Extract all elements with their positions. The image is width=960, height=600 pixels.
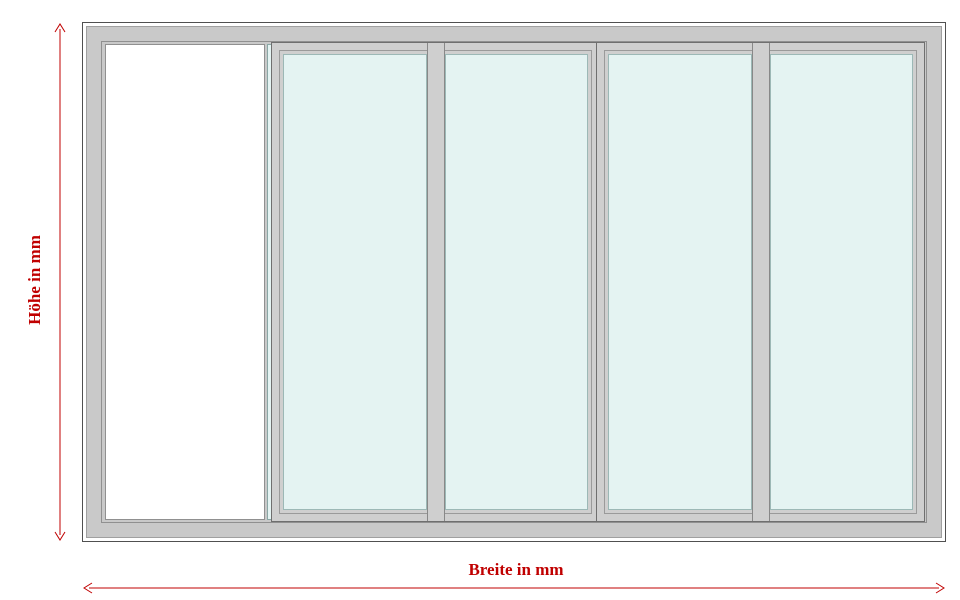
height-label: Höhe in mm	[25, 235, 45, 325]
width-dimension-arrow	[82, 582, 946, 594]
glass-pane	[770, 54, 914, 510]
sliding-sash-left	[271, 42, 600, 522]
mullion	[427, 43, 445, 521]
mullion	[752, 43, 770, 521]
glass-pane	[445, 54, 589, 510]
window-assembly	[82, 22, 946, 542]
track	[101, 41, 927, 523]
sash-inner	[597, 43, 924, 521]
diagram-canvas: Höhe in mm	[0, 0, 960, 600]
sliding-sash-group	[271, 42, 925, 522]
sash-inner	[272, 43, 599, 521]
fixed-clear-panel	[105, 44, 265, 520]
sliding-sash-right	[596, 42, 925, 522]
glass-pane	[283, 54, 427, 510]
glass-pane	[608, 54, 752, 510]
height-dimension-arrow	[54, 22, 66, 542]
width-label: Breite in mm	[82, 560, 950, 580]
height-label-box: Höhe in mm	[20, 0, 50, 560]
